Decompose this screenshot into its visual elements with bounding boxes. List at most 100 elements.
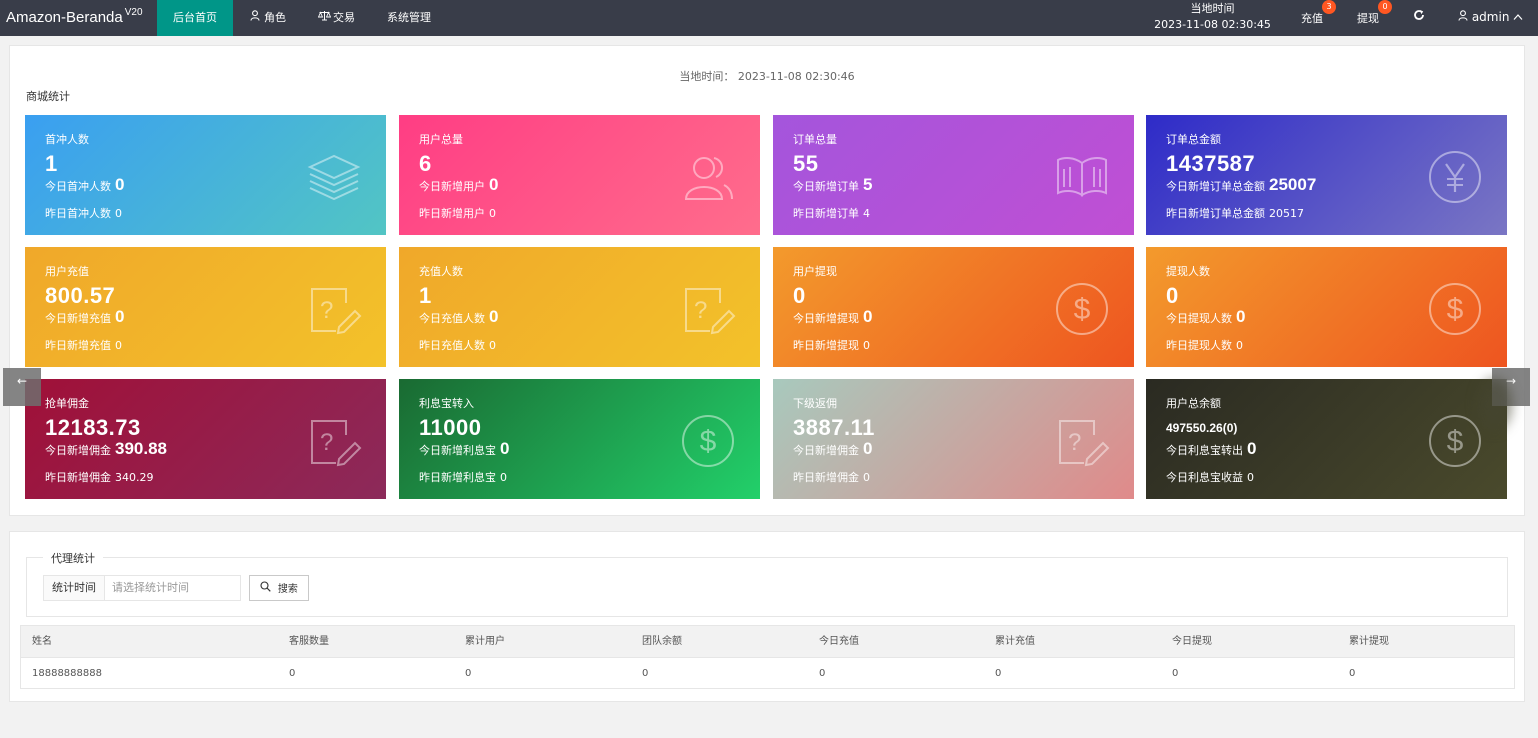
stat-card-today-value: 0 (115, 307, 125, 326)
stat-card-yesterday: 昨日充值人数 0 (419, 337, 496, 353)
stat-card-today: 今日新增利息宝 0 (419, 439, 509, 459)
nav-trade[interactable]: 交易 (302, 0, 371, 36)
col-header: 姓名 (32, 636, 52, 647)
stat-card-value: 1 (45, 151, 58, 176)
recharge-label: 充值 (1301, 12, 1323, 25)
stat-card-value: 0 (1166, 283, 1179, 308)
layers-icon (306, 149, 362, 205)
col-header: 今日提现 (1172, 636, 1212, 647)
stat-card-today-label: 今日新增提现 (793, 312, 859, 325)
svg-text:?: ? (1068, 429, 1081, 456)
scales-icon (317, 0, 332, 36)
dollar-icon: $ (1427, 413, 1483, 469)
search-button[interactable]: 搜索 (249, 575, 309, 601)
stat-card-value: 11000 (419, 415, 482, 440)
stat-card-today-label: 今日新增佣金 (793, 444, 859, 457)
agent-filter-fieldset: 代理统计 统计时间 请选择统计时间 搜索 (26, 550, 1508, 617)
user-icon (1458, 10, 1472, 24)
recharge-link[interactable]: 充值 3 (1301, 0, 1336, 26)
stat-card-value: 1 (419, 283, 432, 308)
stat-card-yesterday: 昨日提现人数 0 (1166, 337, 1243, 353)
stat-card-yesterday: 昨日新增用户 0 (419, 205, 496, 221)
stat-card-today-label: 今日新增订单 (793, 180, 859, 193)
edit-icon: ? (1054, 413, 1110, 469)
chevron-up-icon (1513, 10, 1523, 24)
stat-card-value: 1437587 (1166, 151, 1256, 176)
table-cell: 0 (465, 668, 472, 679)
top-navbar: Amazon-Beranda V20 后台首页 角色 交易 系统管理 当地时间 2… (0, 0, 1538, 36)
stat-card-today-value: 0 (1236, 307, 1246, 326)
nav-system[interactable]: 系统管理 (371, 0, 447, 36)
edit-icon: ? (680, 281, 736, 337)
stat-card-yesterday-value: 0 (489, 339, 496, 352)
nav-roles[interactable]: 角色 (233, 0, 302, 36)
stat-card-label: 用户充值 (45, 265, 89, 278)
col-header: 累计提现 (1349, 636, 1389, 647)
col-header: 团队余额 (642, 636, 682, 647)
col-header: 累计用户 (465, 636, 505, 647)
col-header: 今日充值 (819, 636, 859, 647)
nav-system-label: 系统管理 (387, 11, 431, 24)
stat-card-today: 今日利息宝转出 0 (1166, 439, 1256, 459)
dollar-icon: $ (1427, 281, 1483, 337)
svg-text:$: $ (700, 425, 717, 458)
table-cell: 0 (995, 668, 1002, 679)
stat-card-yesterday-value: 340.29 (115, 471, 154, 484)
nav-dashboard[interactable]: 后台首页 (157, 0, 233, 36)
withdraw-link[interactable]: 提现 0 (1357, 0, 1392, 26)
stat-card-yesterday-value: 0 (863, 471, 870, 484)
arrow-right-icon: → (1505, 374, 1517, 388)
stat-card-label: 提现人数 (1166, 265, 1210, 278)
local-time: 当地时间： 2023-11-08 02:30:46 (679, 70, 855, 83)
stat-card-today-label: 今日新增佣金 (45, 444, 111, 457)
stat-card-today-value: 390.88 (115, 439, 167, 458)
table-cell: 18888888888 (32, 668, 102, 679)
stat-time-input[interactable]: 请选择统计时间 (104, 575, 241, 601)
stat-card: 用户总量 6 今日新增用户 0 昨日新增用户 0 (399, 115, 760, 235)
carousel-prev-button[interactable]: ← (3, 368, 41, 406)
stat-card-value: 800.57 (45, 283, 116, 308)
users-icon (680, 149, 736, 205)
stat-card-today-label: 今日新增订单总金额 (1166, 180, 1265, 193)
refresh-icon[interactable] (1413, 9, 1425, 25)
stat-card-yesterday-label: 昨日新增佣金 (45, 471, 111, 484)
yen-icon (1427, 149, 1483, 205)
main-nav: 后台首页 角色 交易 系统管理 (157, 0, 447, 36)
clock-value: 2023-11-08 02:30:45 (1154, 18, 1271, 31)
svg-text:?: ? (320, 297, 333, 324)
agent-stats-panel: 代理统计 统计时间 请选择统计时间 搜索 姓名 客服数量 累计用户 团队余额 今… (9, 531, 1525, 702)
stat-card: 利息宝转入 11000 今日新增利息宝 0 昨日新增利息宝 0 $ (399, 379, 760, 499)
search-button-label: 搜索 (277, 584, 298, 595)
table-cell: 0 (1172, 668, 1179, 679)
app-brand[interactable]: Amazon-Beranda V20 (6, 7, 143, 26)
user-menu[interactable]: admin (1458, 10, 1523, 24)
nav-dashboard-label: 后台首页 (173, 11, 217, 24)
stat-card-yesterday-value: 0 (1236, 339, 1243, 352)
svg-text:$: $ (1447, 425, 1464, 458)
stat-card-today-label: 今日新增利息宝 (419, 444, 496, 457)
stat-card-yesterday: 昨日新增佣金 0 (793, 469, 870, 485)
stat-card-today-label: 今日新增用户 (419, 180, 485, 193)
stat-card-label: 首冲人数 (45, 133, 89, 146)
stat-card-yesterday-label: 昨日提现人数 (1166, 339, 1232, 352)
stat-card-today: 今日新增佣金 390.88 (45, 439, 167, 459)
stat-card-label: 用户总量 (419, 133, 463, 146)
stat-card-today-value: 0 (1247, 439, 1257, 458)
book-icon (1054, 149, 1110, 205)
stat-card-today: 今日新增订单 5 (793, 175, 872, 195)
stat-card-label: 充值人数 (419, 265, 463, 278)
stat-card: 充值人数 1 今日充值人数 0 昨日充值人数 0? (399, 247, 760, 367)
withdraw-label: 提现 (1357, 12, 1379, 25)
stat-card-value: 12183.73 (45, 415, 141, 440)
clock: 当地时间 2023-11-08 02:30:45 (1150, 0, 1275, 33)
stat-card-label: 订单总金额 (1166, 133, 1221, 146)
stat-card-yesterday-label: 昨日新增利息宝 (419, 471, 496, 484)
stat-card-today-label: 今日首冲人数 (45, 180, 111, 193)
stat-card-today-value: 0 (489, 175, 499, 194)
stat-card-label: 用户总余额 (1166, 397, 1221, 410)
table-row[interactable]: 18888888888 0 0 0 0 0 0 0 (21, 657, 1514, 688)
stat-card-today-label: 今日提现人数 (1166, 312, 1232, 325)
user-icon (249, 0, 261, 36)
section-title: 商城统计 (26, 90, 70, 103)
agent-table: 姓名 客服数量 累计用户 团队余额 今日充值 累计充值 今日提现 累计提现 18… (20, 625, 1515, 689)
